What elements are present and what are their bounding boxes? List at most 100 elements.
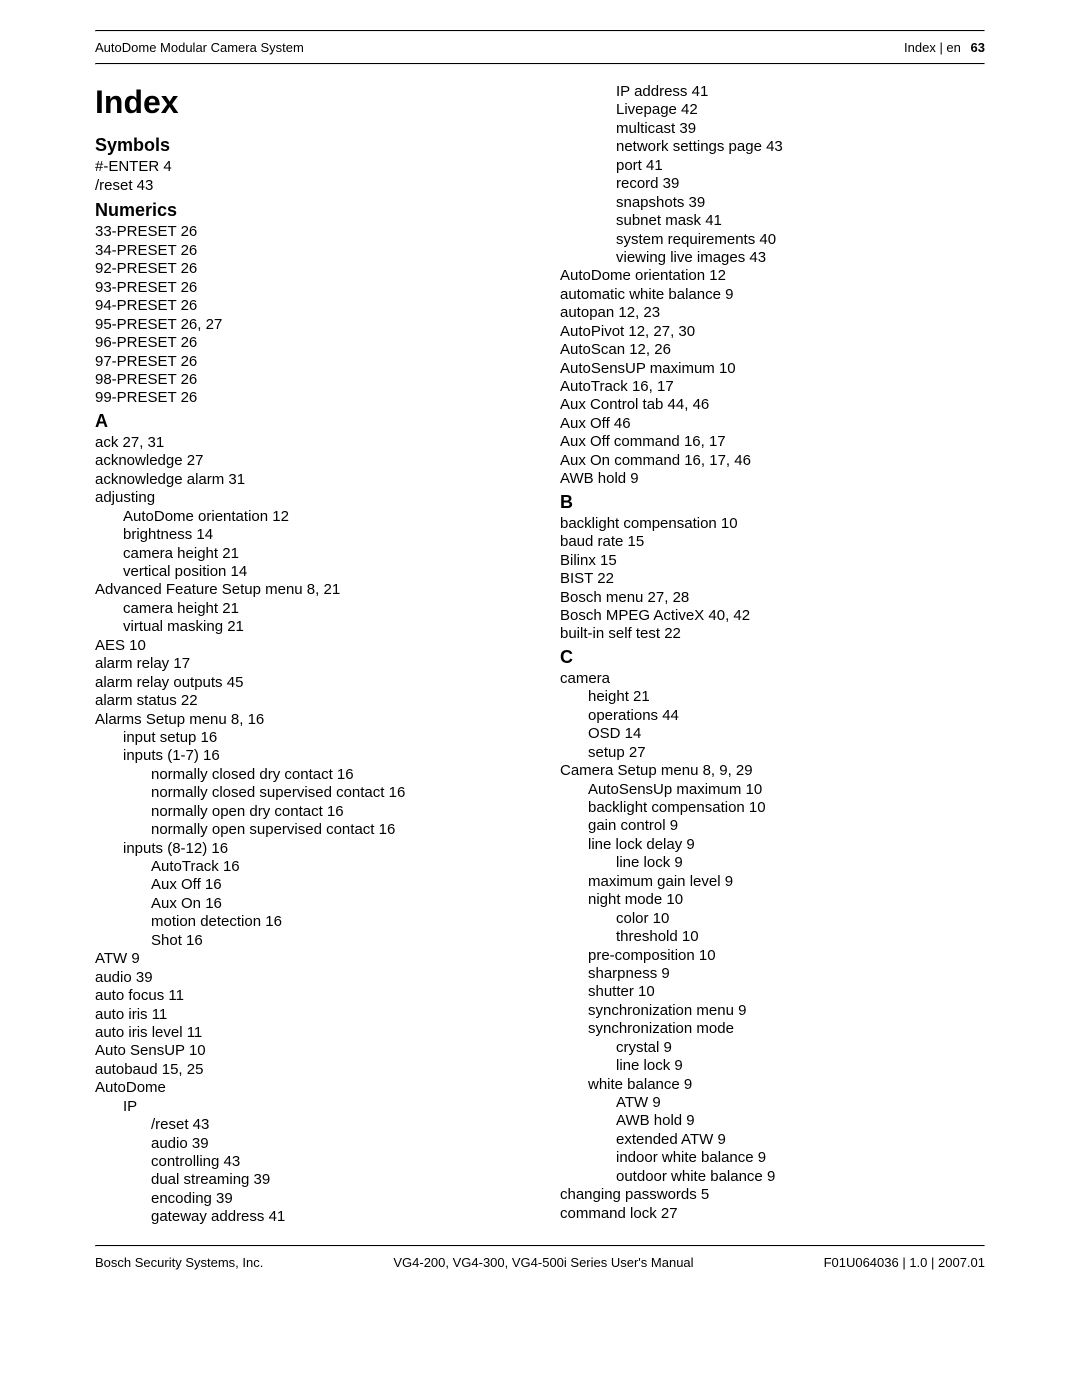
index-entry: normally open dry contact 16 xyxy=(151,803,520,821)
index-entry: AWB hold 9 xyxy=(616,1112,985,1130)
index-entry: threshold 10 xyxy=(616,928,985,946)
index-entry: Bosch MPEG ActiveX 40, 42 xyxy=(560,607,985,625)
index-entry: encoding 39 xyxy=(151,1190,520,1208)
index-entry: baud rate 15 xyxy=(560,533,985,551)
index-entry: AutoPivot 12, 27, 30 xyxy=(560,323,985,341)
index-entry: AWB hold 9 xyxy=(560,470,985,488)
index-entry: adjusting xyxy=(95,489,520,507)
page-number: 63 xyxy=(971,40,985,55)
index-entry: white balance 9 xyxy=(588,1076,985,1094)
section-label: Index | en xyxy=(904,40,961,55)
index-entry: acknowledge alarm 31 xyxy=(95,471,520,489)
header-right: Index | en 63 xyxy=(904,40,985,55)
index-entry: normally closed supervised contact 16 xyxy=(151,784,520,802)
footer-center: VG4-200, VG4-300, VG4-500i Series User's… xyxy=(393,1255,693,1270)
index-entry: inputs (8-12) 16 xyxy=(123,840,520,858)
index-entry: Aux Off 16 xyxy=(151,876,520,894)
index-entry: setup 27 xyxy=(588,744,985,762)
index-entry: built-in self test 22 xyxy=(560,625,985,643)
index-entry: IP xyxy=(123,1098,520,1116)
index-entry: Aux Off 46 xyxy=(560,415,985,433)
index-entry: auto focus 11 xyxy=(95,987,520,1005)
letter-c: C xyxy=(560,646,985,668)
index-entry: camera xyxy=(560,670,985,688)
index-entry: inputs (1-7) 16 xyxy=(123,747,520,765)
index-entry: crystal 9 xyxy=(616,1039,985,1057)
index-entry: /reset 43 xyxy=(151,1116,520,1134)
index-entry: Bilinx 15 xyxy=(560,552,985,570)
index-entry: operations 44 xyxy=(588,707,985,725)
index-entry: AutoSensUp maximum 10 xyxy=(588,781,985,799)
index-entry: AutoDome orientation 12 xyxy=(123,508,520,526)
letter-b: B xyxy=(560,491,985,513)
index-entry: indoor white balance 9 xyxy=(616,1149,985,1167)
doc-title: AutoDome Modular Camera System xyxy=(95,40,304,55)
index-entry: alarm relay outputs 45 xyxy=(95,674,520,692)
index-entry: AutoDome orientation 12 xyxy=(560,267,985,285)
index-entry: gain control 9 xyxy=(588,817,985,835)
letter-a: A xyxy=(95,410,520,432)
index-entry: Aux On command 16, 17, 46 xyxy=(560,452,985,470)
index-entry: IP address 41 xyxy=(616,83,985,101)
index-entry: #-ENTER 4 xyxy=(95,158,520,176)
index-entry: maximum gain level 9 xyxy=(588,873,985,891)
index-entry: synchronization mode xyxy=(588,1020,985,1038)
index-entry: Alarms Setup menu 8, 16 xyxy=(95,711,520,729)
index-entry: alarm relay 17 xyxy=(95,655,520,673)
index-entry: /reset 43 xyxy=(95,177,520,195)
index-entry: camera height 21 xyxy=(123,600,520,618)
index-entry: acknowledge 27 xyxy=(95,452,520,470)
index-title: Index xyxy=(95,83,520,122)
index-entry: line lock delay 9 xyxy=(588,836,985,854)
index-entry: alarm status 22 xyxy=(95,692,520,710)
footer-left: Bosch Security Systems, Inc. xyxy=(95,1255,263,1270)
index-entry: OSD 14 xyxy=(588,725,985,743)
index-entry: line lock 9 xyxy=(616,854,985,872)
index-content: Index Symbols #-ENTER 4/reset 43 Numeric… xyxy=(95,65,985,1245)
index-entry: normally closed dry contact 16 xyxy=(151,766,520,784)
index-entry: Camera Setup menu 8, 9, 29 xyxy=(560,762,985,780)
index-entry: automatic white balance 9 xyxy=(560,286,985,304)
index-entry: virtual masking 21 xyxy=(123,618,520,636)
index-entry: backlight compensation 10 xyxy=(588,799,985,817)
index-entry: controlling 43 xyxy=(151,1153,520,1171)
index-entry: vertical position 14 xyxy=(123,563,520,581)
index-entry: autobaud 15, 25 xyxy=(95,1061,520,1079)
footer-right: F01U064036 | 1.0 | 2007.01 xyxy=(824,1255,985,1270)
index-entry: command lock 27 xyxy=(560,1205,985,1223)
index-entry: normally open supervised contact 16 xyxy=(151,821,520,839)
index-entry: synchronization menu 9 xyxy=(588,1002,985,1020)
index-entry: AutoScan 12, 26 xyxy=(560,341,985,359)
index-entry: camera height 21 xyxy=(123,545,520,563)
index-entry: AutoDome xyxy=(95,1079,520,1097)
index-entry: gateway address 41 xyxy=(151,1208,520,1226)
index-entry: AutoTrack 16, 17 xyxy=(560,378,985,396)
index-entry: changing passwords 5 xyxy=(560,1186,985,1204)
index-entry: 34-PRESET 26 xyxy=(95,242,520,260)
index-entry: height 21 xyxy=(588,688,985,706)
index-entry: port 41 xyxy=(616,157,985,175)
index-entry: ATW 9 xyxy=(616,1094,985,1112)
index-entry: auto iris 11 xyxy=(95,1006,520,1024)
index-entry: ATW 9 xyxy=(95,950,520,968)
index-entry: 97-PRESET 26 xyxy=(95,353,520,371)
page: AutoDome Modular Camera System Index | e… xyxy=(0,0,1080,1290)
index-entry: system requirements 40 xyxy=(616,231,985,249)
index-entry: motion detection 16 xyxy=(151,913,520,931)
index-entry: sharpness 9 xyxy=(588,965,985,983)
index-entry: pre-composition 10 xyxy=(588,947,985,965)
index-entry: extended ATW 9 xyxy=(616,1131,985,1149)
index-entry: multicast 39 xyxy=(616,120,985,138)
index-entry: shutter 10 xyxy=(588,983,985,1001)
index-entry: AutoTrack 16 xyxy=(151,858,520,876)
index-entry: Aux Control tab 44, 46 xyxy=(560,396,985,414)
index-entry: 99-PRESET 26 xyxy=(95,389,520,407)
index-entry: snapshots 39 xyxy=(616,194,985,212)
index-entry: subnet mask 41 xyxy=(616,212,985,230)
section-symbols: Symbols xyxy=(95,134,520,156)
index-entry: 33-PRESET 26 xyxy=(95,223,520,241)
index-entry: AES 10 xyxy=(95,637,520,655)
index-entry: Bosch menu 27, 28 xyxy=(560,589,985,607)
index-entry: auto iris level 11 xyxy=(95,1024,520,1042)
index-entry: 95-PRESET 26, 27 xyxy=(95,316,520,334)
